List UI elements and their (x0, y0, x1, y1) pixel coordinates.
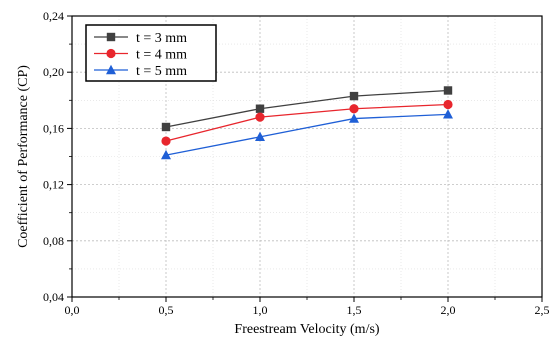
data-point-circle (106, 48, 116, 59)
legend-label: t = 5 mm (136, 64, 187, 79)
data-point-square (106, 32, 116, 42)
x-tick-label: 1,5 (347, 303, 362, 317)
y-tick-label: 0,04 (43, 290, 64, 304)
y-tick-label: 0,12 (43, 178, 64, 192)
data-point-triangle (106, 64, 116, 75)
data-point-circle (161, 136, 171, 146)
x-tick-label: 2,5 (535, 303, 550, 317)
series-line (165, 113, 449, 156)
y-axis-label: Coefficient of Performance (CP) (16, 65, 31, 248)
data-point-triangle (349, 113, 359, 123)
data-point-circle (443, 99, 453, 110)
series-line (165, 103, 449, 142)
x-tick-label: 0,0 (65, 303, 80, 317)
legend: t = 3 mm t = 4 mmt = 5 mm (85, 24, 217, 82)
series-1 (161, 86, 453, 132)
series-3 (161, 109, 453, 160)
axis-ticks: 0,0 0,5 1,0 1,5 2,0 2,5 0,04 0,08 0,12 0,16 0,20 0,… (43, 9, 550, 317)
data-point-square (161, 122, 171, 132)
legend-label: t = 4 mm (136, 48, 187, 63)
data-point-triangle (443, 109, 453, 119)
series-2 (161, 99, 453, 146)
y-tick-label: 0,16 (43, 121, 64, 135)
data-point-square (349, 91, 359, 101)
y-tick-label: 0,24 (43, 9, 64, 23)
data-point-square (443, 86, 453, 95)
series-line (165, 89, 449, 128)
data-point-circle (349, 104, 359, 114)
legend-label: t = 3 mm (136, 31, 187, 46)
data-point-triangle (255, 131, 265, 142)
x-tick-label: 0,5 (159, 303, 174, 317)
data-point-square (255, 104, 265, 113)
y-tick-label: 0,08 (43, 234, 64, 248)
x-tick-label: 2,0 (441, 303, 456, 317)
y-tick-label: 0,20 (43, 65, 64, 79)
grid-lines (72, 16, 542, 297)
series-group (161, 86, 453, 160)
data-point-triangle (161, 149, 171, 160)
x-axis-label: Freestream Velocity (m/s) (234, 322, 379, 337)
x-tick-label: 1,0 (253, 303, 268, 317)
data-point-circle (255, 112, 265, 122)
